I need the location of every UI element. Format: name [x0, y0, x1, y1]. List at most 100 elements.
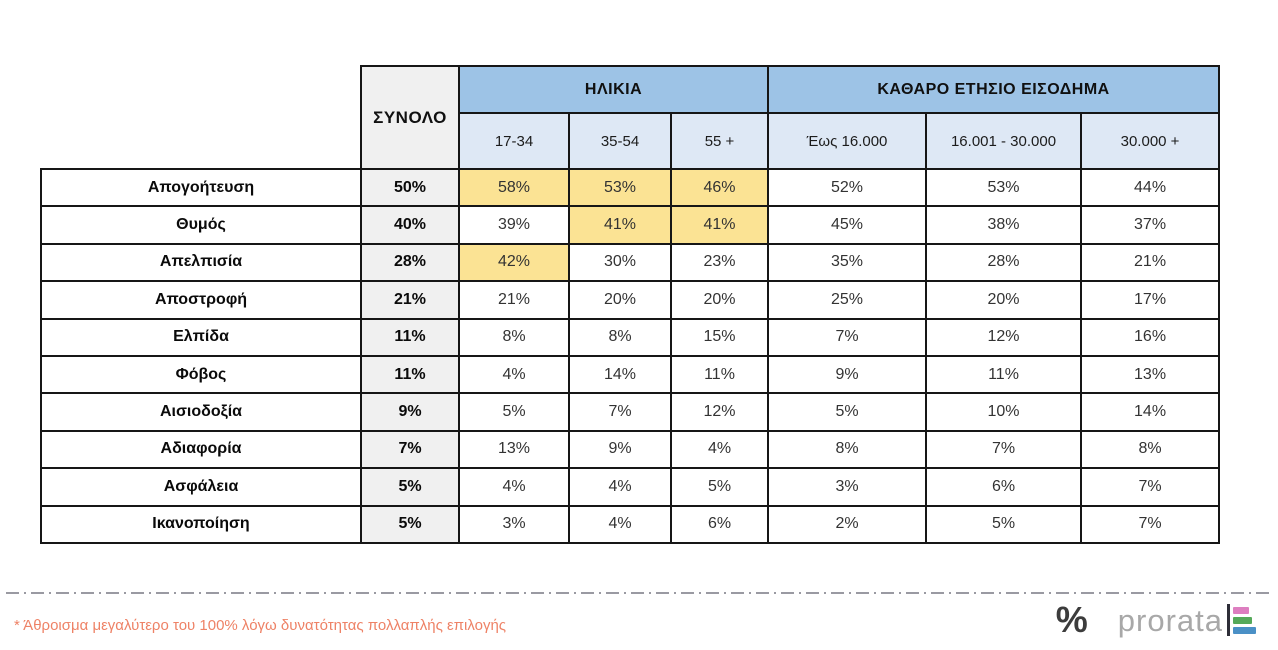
total-value-cell: 5% — [360, 504, 460, 544]
row-label-cell: Αισιοδοξία — [40, 392, 362, 432]
row-label-cell: Αποστροφή — [40, 280, 362, 320]
value-cell: 3% — [767, 467, 928, 507]
table-row: Απελπισία 28% 42% 30% 23% 35% 28% 21% — [40, 242, 1221, 283]
income-column-mid: 16.001 - 30.000 — [925, 112, 1083, 170]
total-value-cell: 9% — [360, 392, 460, 432]
bar-chart-icon — [1227, 604, 1256, 636]
value-cell: 52% — [767, 167, 928, 208]
row-label-cell: Ικανοποίηση — [40, 504, 362, 544]
table-row: Απογοήτευση 50% 58% 53% 46% 52% 53% 44% — [40, 167, 1221, 208]
corner-blank-cell — [41, 66, 361, 169]
value-cell: 58% — [458, 167, 570, 208]
value-cell: 5% — [767, 392, 928, 432]
total-value-cell: 28% — [360, 242, 460, 283]
value-cell: 42% — [458, 242, 570, 283]
total-value-cell: 11% — [360, 317, 460, 357]
value-cell: 35% — [767, 242, 928, 283]
logo-wordmark: prorata — [1117, 602, 1223, 638]
value-cell: 46% — [669, 167, 770, 208]
total-column-header: ΣΥΝΟΛΟ — [360, 65, 460, 170]
table-row: Ασφάλεια 5% 4% 4% 5% 3% 6% 7% — [40, 467, 1221, 507]
value-cell: 23% — [669, 242, 770, 283]
value-cell: 14% — [1080, 392, 1221, 432]
value-cell: 8% — [458, 317, 570, 357]
value-cell: 6% — [925, 467, 1083, 507]
value-cell: 6% — [669, 504, 770, 544]
value-cell: 15% — [669, 317, 770, 357]
value-cell: 41% — [669, 205, 770, 245]
value-cell: 8% — [767, 429, 928, 470]
age-column-17-34: 17-34 — [458, 112, 570, 170]
table-row: Θυμός 40% 39% 41% 41% 45% 38% 37% — [40, 205, 1221, 245]
value-cell: 4% — [669, 429, 770, 470]
row-label-cell: Ελπίδα — [40, 317, 362, 357]
table-row: Ικανοποίηση 5% 3% 4% 6% 2% 5% 7% — [40, 504, 1221, 544]
value-cell: 12% — [669, 392, 770, 432]
total-value-cell: 11% — [360, 354, 460, 395]
value-cell: 21% — [458, 280, 570, 320]
value-cell: 20% — [568, 280, 672, 320]
value-cell: 4% — [458, 354, 570, 395]
value-cell: 17% — [1080, 280, 1221, 320]
value-cell: 39% — [458, 205, 570, 245]
value-cell: 7% — [1080, 504, 1221, 544]
total-value-cell: 50% — [360, 167, 460, 208]
value-cell: 12% — [925, 317, 1083, 357]
survey-table-container: ΣΥΝΟΛΟ ΗΛΙΚΙΑ ΚΑΘΑΡΟ ΕΤΗΣΙΟ ΕΙΣΟΔΗΜΑ 17-… — [40, 65, 1221, 544]
row-label-cell: Αδιαφορία — [40, 429, 362, 470]
table-row: Αισιοδοξία 9% 5% 7% 12% 5% 10% 14% — [40, 392, 1221, 432]
value-cell: 7% — [767, 317, 928, 357]
total-value-cell: 21% — [360, 280, 460, 320]
table-row: Αδιαφορία 7% 13% 9% 4% 8% 7% 8% — [40, 429, 1221, 470]
table-row: Φόβος 11% 4% 14% 11% 9% 11% 13% — [40, 354, 1221, 395]
age-column-35-54: 35-54 — [568, 112, 672, 170]
income-group-header: ΚΑΘΑΡΟ ΕΤΗΣΙΟ ΕΙΣΟΔΗΜΑ — [767, 65, 1221, 114]
total-value-cell: 5% — [360, 467, 460, 507]
footer-divider-dashed-line — [6, 592, 1272, 594]
value-cell: 20% — [669, 280, 770, 320]
value-cell: 7% — [925, 429, 1083, 470]
age-group-header: ΗΛΙΚΙΑ — [457, 65, 770, 114]
value-cell: 4% — [568, 504, 672, 544]
value-cell: 44% — [1080, 167, 1221, 208]
table-row: Ελπίδα 11% 8% 8% 15% 7% 12% 16% — [40, 317, 1221, 357]
footnote-text: * Άθροισμα μεγαλύτερο του 100% λόγω δυνα… — [14, 617, 507, 634]
value-cell: 21% — [1080, 242, 1221, 283]
value-cell: 5% — [669, 467, 770, 507]
table-row: Αποστροφή 21% 21% 20% 20% 25% 20% 17% — [40, 280, 1221, 320]
value-cell: 5% — [458, 392, 570, 432]
value-cell: 30% — [568, 242, 672, 283]
prorata-logo: % prorata — [1056, 598, 1256, 642]
value-cell: 38% — [925, 205, 1083, 245]
value-cell: 2% — [767, 504, 928, 544]
income-column-high: 30.000 + — [1080, 112, 1221, 170]
value-cell: 10% — [925, 392, 1083, 432]
value-cell: 41% — [568, 205, 672, 245]
value-cell: 3% — [458, 504, 570, 544]
value-cell: 8% — [568, 317, 672, 357]
total-value-cell: 40% — [360, 205, 460, 245]
value-cell: 11% — [925, 354, 1083, 395]
value-cell: 16% — [1080, 317, 1221, 357]
value-cell: 9% — [568, 429, 672, 470]
value-cell: 7% — [568, 392, 672, 432]
value-cell: 20% — [925, 280, 1083, 320]
age-column-55plus: 55 + — [669, 112, 770, 170]
value-cell: 9% — [767, 354, 928, 395]
value-cell: 14% — [568, 354, 672, 395]
value-cell: 37% — [1080, 205, 1221, 245]
total-value-cell: 7% — [360, 429, 460, 470]
row-label-cell: Ασφάλεια — [40, 467, 362, 507]
value-cell: 8% — [1080, 429, 1221, 470]
value-cell: 5% — [925, 504, 1083, 544]
value-cell: 25% — [767, 280, 928, 320]
value-cell: 11% — [669, 354, 770, 395]
income-column-low: Έως 16.000 — [767, 112, 928, 170]
survey-table: ΣΥΝΟΛΟ ΗΛΙΚΙΑ ΚΑΘΑΡΟ ΕΤΗΣΙΟ ΕΙΣΟΔΗΜΑ 17-… — [40, 65, 1221, 544]
value-cell: 45% — [767, 205, 928, 245]
row-label-cell: Θυμός — [40, 205, 362, 245]
percent-icon: % — [1055, 599, 1088, 640]
row-label-cell: Φόβος — [40, 354, 362, 395]
value-cell: 28% — [925, 242, 1083, 283]
value-cell: 53% — [568, 167, 672, 208]
